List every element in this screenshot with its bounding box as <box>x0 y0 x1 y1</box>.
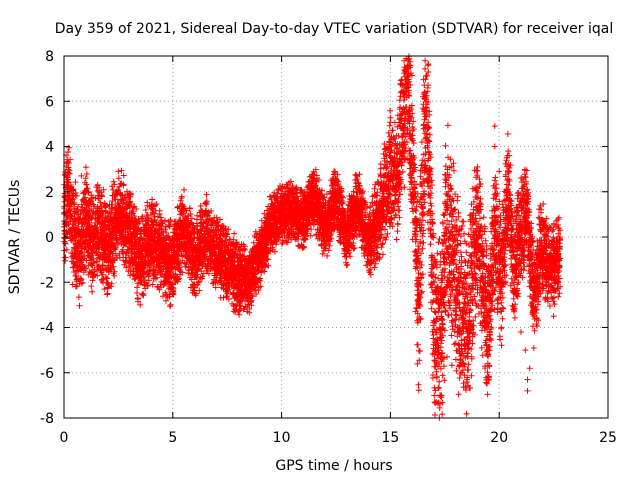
x-tick-label: 0 <box>60 430 69 446</box>
y-axis-label: SDTVAR / TECUs <box>7 180 23 295</box>
y-tick-label: 0 <box>45 230 54 246</box>
y-tick-label: 6 <box>45 94 54 110</box>
x-tick-label: 20 <box>490 430 508 446</box>
y-tick-label: -8 <box>40 411 54 427</box>
y-tick-label: -2 <box>40 275 54 291</box>
x-tick-label: 5 <box>168 430 177 446</box>
x-tick-label: 10 <box>273 430 291 446</box>
x-tick-label: 25 <box>599 430 617 446</box>
y-tick-label: 8 <box>45 49 54 65</box>
y-tick-label: 4 <box>45 140 54 156</box>
y-tick-label: -4 <box>40 321 54 337</box>
y-tick-label: -6 <box>40 366 54 382</box>
x-axis-label: GPS time / hours <box>275 458 392 474</box>
y-tick-label: 2 <box>45 185 54 201</box>
x-tick-label: 15 <box>381 430 399 446</box>
chart-title: Day 359 of 2021, Sidereal Day-to-day VTE… <box>55 21 613 37</box>
axis-ticks: 0 5 10 15 20 25 -8 -6 -4 -2 0 2 4 6 8 <box>40 49 617 446</box>
